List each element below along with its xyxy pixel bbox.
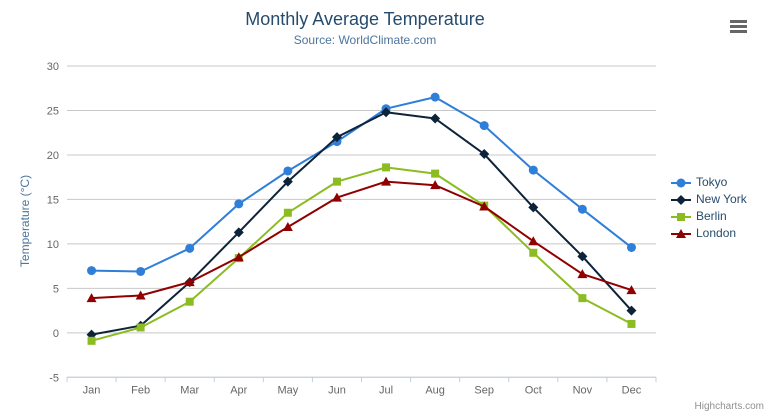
- legend-circle-icon: [671, 178, 691, 187]
- y-axis-label: 30: [47, 61, 59, 73]
- marker-berlin[interactable]: [283, 208, 292, 217]
- marker-new-york[interactable]: [577, 251, 588, 262]
- marker-new-york[interactable]: [430, 113, 441, 124]
- marker-tokyo[interactable]: [479, 121, 489, 131]
- legend: Tokyo New York Berlin London: [671, 176, 747, 240]
- marker-tokyo[interactable]: [577, 204, 587, 214]
- marker-new-york[interactable]: [479, 149, 490, 160]
- marker-new-york[interactable]: [381, 107, 392, 118]
- marker-berlin[interactable]: [382, 163, 391, 172]
- series-new-york: [86, 107, 637, 340]
- marker-london[interactable]: [381, 176, 392, 186]
- y-axis-label: 20: [47, 150, 59, 162]
- marker-berlin[interactable]: [136, 323, 145, 332]
- legend-label: Tokyo: [696, 175, 728, 189]
- chart-title: Monthly Average Temperature: [245, 9, 485, 29]
- marker-london[interactable]: [331, 192, 342, 202]
- marker-tokyo[interactable]: [234, 199, 244, 209]
- marker-new-york[interactable]: [282, 176, 293, 187]
- marker-london[interactable]: [282, 221, 293, 231]
- marker-berlin[interactable]: [185, 297, 194, 306]
- legend-item-tokyo[interactable]: Tokyo: [671, 176, 747, 189]
- legend-marker-berlin[interactable]: [677, 212, 685, 221]
- marker-london[interactable]: [479, 201, 490, 211]
- series-line-new-york[interactable]: [90, 111, 633, 336]
- marker-london[interactable]: [86, 293, 97, 303]
- legend-marker-london[interactable]: [676, 228, 686, 238]
- credits-link[interactable]: Highcharts.com: [694, 401, 764, 412]
- legend-marker-tokyo[interactable]: [676, 178, 686, 187]
- marker-london[interactable]: [233, 252, 244, 262]
- y-grid: -5 0 5 10 15 20 25 30: [47, 61, 656, 384]
- y-axis-label: 25: [47, 105, 59, 117]
- x-axis-label: May: [277, 384, 298, 396]
- marker-tokyo[interactable]: [283, 166, 293, 176]
- marker-new-york[interactable]: [528, 202, 539, 213]
- marker-tokyo[interactable]: [430, 92, 440, 102]
- x-axis-label: Oct: [525, 384, 542, 396]
- chart-subtitle: Source: WorldClimate.com: [293, 33, 437, 47]
- x-axis-label: Nov: [573, 384, 593, 396]
- x-axis-label: Feb: [131, 384, 150, 396]
- marker-london[interactable]: [430, 180, 441, 190]
- x-axis-label: Sep: [474, 384, 494, 396]
- marker-berlin[interactable]: [627, 319, 636, 328]
- x-axis: Jan Feb Mar Apr May Jun Jul Aug Sep Oct Nov Dec: [66, 377, 657, 396]
- series-line-berlin[interactable]: [90, 166, 633, 342]
- x-axis-label: Mar: [180, 384, 199, 396]
- legend-label: Berlin: [696, 209, 727, 223]
- y-axis-title: Temperature (°C): [18, 174, 32, 268]
- legend-square-icon: [671, 212, 691, 221]
- marker-london[interactable]: [135, 290, 146, 300]
- marker-london[interactable]: [577, 269, 588, 279]
- marker-berlin[interactable]: [578, 294, 587, 303]
- marker-new-york[interactable]: [331, 132, 342, 143]
- series-line-london[interactable]: [90, 180, 633, 300]
- legend-label: London: [696, 226, 737, 240]
- marker-tokyo[interactable]: [136, 266, 146, 276]
- legend-item-new-york[interactable]: New York: [671, 193, 747, 206]
- marker-tokyo[interactable]: [528, 165, 538, 175]
- marker-london[interactable]: [528, 236, 539, 246]
- marker-london[interactable]: [626, 285, 637, 295]
- x-axis-label: Dec: [622, 384, 642, 396]
- x-axis-label: Jun: [328, 384, 346, 396]
- legend-item-berlin[interactable]: Berlin: [671, 210, 747, 223]
- x-axis-label: Aug: [425, 384, 445, 396]
- series-tokyo: [87, 92, 636, 276]
- x-axis-label: Apr: [230, 384, 247, 396]
- y-axis-label: 15: [47, 194, 59, 206]
- series-london: [86, 176, 637, 303]
- legend-item-london[interactable]: London: [671, 227, 747, 240]
- marker-tokyo[interactable]: [185, 243, 195, 253]
- marker-berlin[interactable]: [529, 248, 538, 257]
- marker-berlin[interactable]: [332, 177, 341, 186]
- y-axis-label: -5: [49, 372, 59, 384]
- marker-london[interactable]: [184, 277, 195, 287]
- marker-new-york[interactable]: [233, 227, 244, 238]
- marker-tokyo[interactable]: [87, 266, 97, 276]
- y-axis-label: 5: [53, 283, 59, 295]
- legend-marker-new-york[interactable]: [676, 194, 686, 205]
- chart-context-menu-button[interactable]: [726, 15, 752, 37]
- x-axis-label: Jul: [379, 384, 393, 396]
- x-axis-label: Jan: [83, 384, 101, 396]
- marker-tokyo[interactable]: [626, 242, 636, 252]
- marker-berlin[interactable]: [431, 169, 440, 178]
- legend-label: New York: [696, 192, 747, 206]
- y-axis-label: 0: [53, 328, 59, 340]
- y-axis-label: 10: [47, 239, 59, 251]
- series-line-tokyo[interactable]: [90, 96, 633, 273]
- legend-diamond-icon: [671, 194, 691, 205]
- marker-berlin[interactable]: [87, 336, 96, 345]
- hamburger-icon: [730, 19, 748, 33]
- marker-new-york[interactable]: [626, 305, 637, 316]
- legend-triangle-icon: [671, 228, 691, 238]
